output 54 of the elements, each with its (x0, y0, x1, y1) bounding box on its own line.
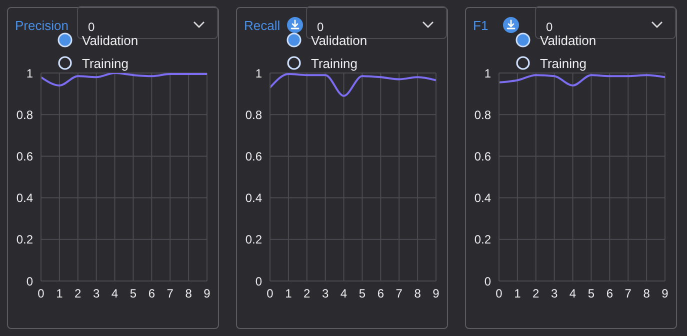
y-tick-label: 0.8 (16, 108, 34, 122)
x-tick-label: 1 (514, 286, 522, 301)
y-tick-label: 0.8 (245, 108, 262, 122)
x-tick-label: 0 (496, 286, 503, 301)
y-tick-label: 0.4 (474, 191, 492, 206)
y-tick-label: 0.4 (16, 191, 34, 206)
x-tick-label: 3 (550, 286, 558, 301)
y-tick-label: 0.6 (474, 149, 492, 164)
x-tick-label: 8 (185, 286, 192, 301)
y-tick-label: 0.6 (245, 149, 262, 164)
x-tick-label: 7 (396, 286, 403, 301)
x-tick-label: 5 (358, 286, 366, 301)
x-tick-label: 9 (662, 286, 669, 301)
y-tick-label: 1 (26, 66, 34, 80)
chart-title: F1 (473, 18, 488, 33)
x-tick-label: 4 (569, 286, 576, 301)
x-tick-label: 0 (266, 286, 274, 301)
x-tick-label: 6 (148, 286, 156, 301)
y-tick-label: 0 (255, 274, 262, 288)
text: Training (82, 56, 128, 70)
y-tick-label: 0.2 (474, 232, 492, 247)
x-tick-label: 2 (532, 286, 540, 301)
x-tick-label: 9 (432, 286, 440, 301)
y-tick-label: 0.2 (245, 232, 262, 247)
x-tick-label: 8 (643, 286, 650, 301)
y-tick-label: 1 (484, 66, 492, 80)
y-tick-label: 0.4 (245, 191, 262, 206)
x-tick-label: 0 (38, 286, 45, 301)
x-tick-label: 5 (130, 286, 137, 301)
y-tick-label: 0.8 (474, 108, 492, 122)
text: Training (540, 56, 586, 70)
x-tick-label: 6 (606, 286, 614, 301)
x-tick-label: 4 (111, 286, 118, 301)
text: Training (311, 56, 358, 70)
x-tick-label: 3 (322, 286, 329, 301)
x-tick-label: 2 (74, 286, 82, 301)
y-tick-label: 0 (484, 274, 492, 288)
x-tick-label: 3 (92, 286, 100, 301)
x-tick-label: 7 (624, 286, 632, 301)
chart-title: Recall (244, 18, 280, 33)
y-tick-label: 0 (26, 274, 34, 288)
x-tick-label: 8 (414, 286, 422, 301)
y-tick-label: 0.2 (16, 232, 34, 247)
x-tick-label: 1 (56, 286, 64, 301)
x-tick-label: 6 (377, 286, 384, 301)
x-tick-label: 2 (304, 286, 311, 301)
x-tick-label: 9 (204, 286, 211, 301)
x-tick-label: 4 (340, 286, 348, 301)
y-tick-label: 0.6 (16, 149, 34, 164)
x-tick-label: 1 (285, 286, 292, 301)
x-tick-label: 7 (166, 286, 174, 301)
x-tick-label: 5 (588, 286, 595, 301)
chart-title: Precision (15, 18, 68, 33)
y-tick-label: 1 (255, 66, 262, 80)
